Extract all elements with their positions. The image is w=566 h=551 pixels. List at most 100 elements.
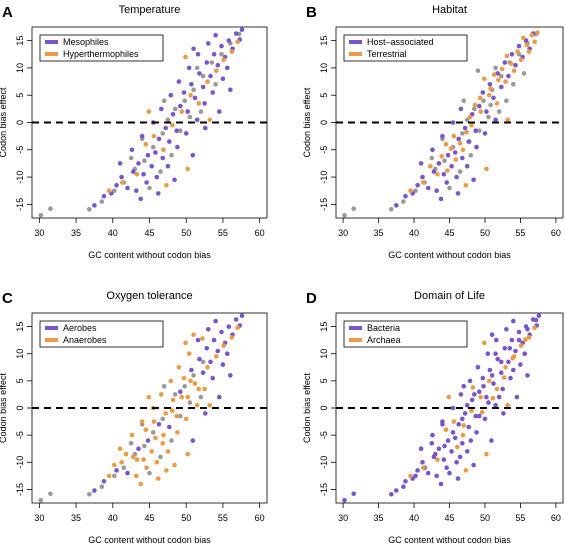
points <box>38 27 245 218</box>
data-point <box>219 329 224 335</box>
panel-title: Domain of Life <box>414 290 485 302</box>
x-tick-label: 55 <box>515 513 525 523</box>
data-point <box>484 394 489 400</box>
legend-box <box>343 34 468 62</box>
data-point <box>499 66 505 72</box>
panel-a: A Temperature 30 35 40 45 50 55 60 -15 -10 -5 0 5 10 15… <box>0 4 268 260</box>
data-point <box>503 79 508 84</box>
data-point <box>489 438 494 443</box>
data-point <box>153 435 158 441</box>
data-point <box>499 73 504 79</box>
data-point <box>187 400 193 405</box>
x-axis-label: GC content without codon bias <box>88 250 211 260</box>
data-point <box>436 161 442 166</box>
y-tick-label: -10 <box>15 456 25 469</box>
data-point <box>443 142 449 147</box>
legend: Mesophiles Hyperthermophiles <box>39 34 164 62</box>
data-point <box>389 207 394 212</box>
data-point <box>429 441 435 446</box>
y-tick-label: -10 <box>319 456 329 469</box>
data-point <box>501 411 506 416</box>
data-point <box>154 174 160 180</box>
data-point <box>494 386 500 392</box>
data-point <box>146 109 152 114</box>
data-point <box>516 329 522 335</box>
data-point <box>472 392 477 397</box>
data-point <box>235 39 240 44</box>
data-point <box>161 384 167 389</box>
legend: Host–associated Terrestrial <box>343 34 468 62</box>
data-point <box>112 473 117 479</box>
data-point <box>458 106 464 112</box>
data-point <box>435 457 440 462</box>
data-point <box>480 90 486 95</box>
legend-label: Bacteria <box>367 323 400 333</box>
data-point <box>477 413 482 419</box>
data-point <box>445 152 451 158</box>
data-point <box>455 476 461 481</box>
data-point <box>129 432 135 438</box>
data-point <box>182 384 187 389</box>
x-tick-label: 35 <box>71 228 81 238</box>
data-point <box>472 106 477 112</box>
data-point <box>389 492 394 497</box>
data-point <box>430 147 435 153</box>
data-point <box>229 335 235 340</box>
data-point <box>38 213 44 218</box>
x-tick-label: 45 <box>144 513 154 523</box>
data-point <box>489 332 495 338</box>
data-point <box>211 337 217 343</box>
data-point <box>496 394 502 400</box>
data-point <box>136 446 141 452</box>
data-point <box>189 367 194 373</box>
y-tick-label: 10 <box>15 349 25 359</box>
data-point <box>431 169 437 174</box>
data-point <box>447 470 452 476</box>
data-point <box>147 185 152 191</box>
data-point <box>203 411 208 416</box>
data-point <box>167 424 172 430</box>
data-point <box>160 155 165 161</box>
data-point <box>128 441 134 446</box>
data-point <box>436 446 442 452</box>
data-point <box>461 384 467 389</box>
data-point <box>125 185 130 191</box>
data-point <box>460 147 466 153</box>
data-point <box>165 163 171 169</box>
y-tick-label: 0 <box>15 405 25 410</box>
data-point <box>141 457 146 462</box>
data-point <box>151 419 157 424</box>
data-point <box>189 82 194 87</box>
legend-swatch <box>349 40 362 44</box>
legend-box <box>343 320 468 348</box>
legend-swatch <box>349 338 362 342</box>
data-point <box>205 365 210 370</box>
data-point <box>460 432 466 438</box>
legend-swatch <box>45 338 58 342</box>
data-point <box>509 52 515 57</box>
data-point <box>158 169 163 174</box>
y-tick-label: -10 <box>15 171 25 184</box>
data-point <box>139 133 145 139</box>
data-point <box>526 335 532 340</box>
x-tick-label: 50 <box>181 513 191 523</box>
data-point <box>191 373 196 378</box>
data-point <box>161 98 167 103</box>
data-point <box>482 340 487 346</box>
data-point <box>121 465 127 471</box>
data-point <box>158 454 163 460</box>
panel-title: Oxygen tolerance <box>106 290 192 302</box>
x-tick-label: 45 <box>444 228 454 238</box>
data-point <box>178 103 183 109</box>
x-tick-label: 45 <box>444 513 454 523</box>
data-point <box>401 484 406 490</box>
y-tick-label: -15 <box>319 198 329 211</box>
data-point <box>521 71 527 76</box>
data-point <box>134 172 140 177</box>
data-point <box>114 468 119 473</box>
data-point <box>499 359 504 365</box>
data-point <box>176 365 182 370</box>
x-tick-label: 55 <box>218 513 228 523</box>
data-point <box>454 460 459 465</box>
data-point <box>156 136 162 142</box>
